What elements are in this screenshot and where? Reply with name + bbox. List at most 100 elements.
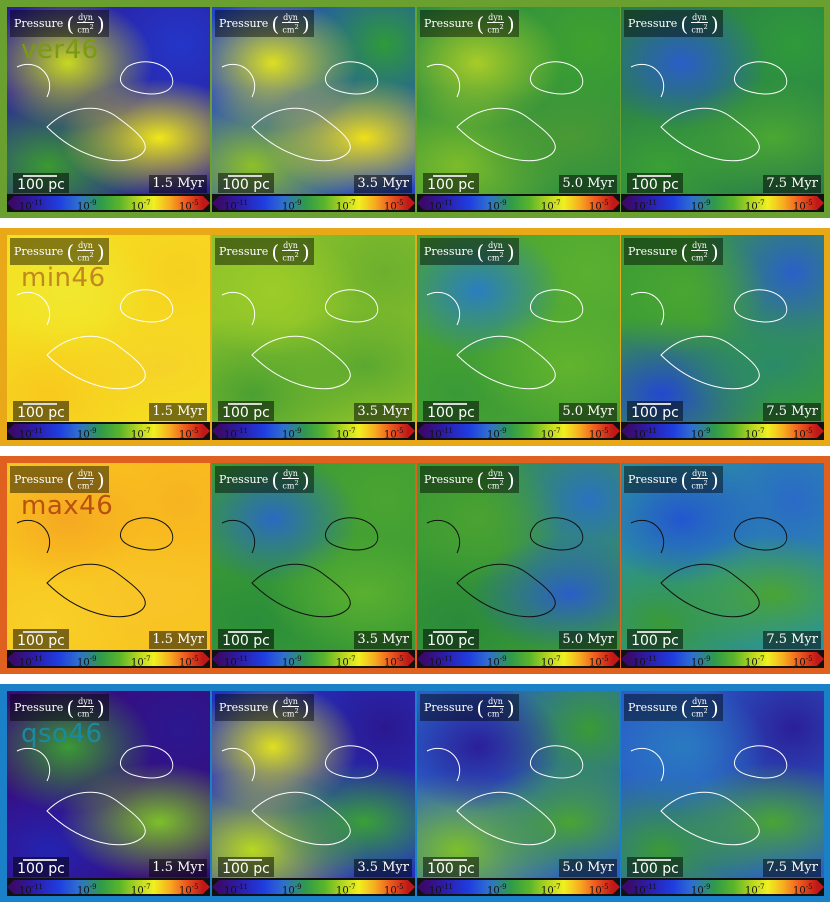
run-name: qso46 [21,719,103,749]
contour-2 [324,61,379,95]
colorbar: 10-11 10-9 10-7 10-5 [7,194,210,212]
contour-lines [630,289,788,390]
pressure-label: Pressure(dyn cm2) [215,694,314,721]
colorbar-high-arrow [408,424,415,438]
pressure-title: Pressure [424,245,474,258]
time-label: 7.5 Myr [763,403,821,421]
colorbar-tick: 10-5 [179,652,199,668]
colorbar-tick-exponent: -9 [294,655,302,663]
colorbar-tick-base: 10 [77,201,90,212]
paren-close: ) [506,467,515,492]
contour-2 [119,517,174,551]
colorbar-tick: 10-7 [336,652,356,668]
pressure-label: Pressure(dyn cm2) [10,238,109,265]
colorbar-gradient [424,652,613,666]
colorbar-low-arrow [621,880,628,894]
colorbar-tick: 10-7 [131,880,151,896]
colorbar-gradient [628,196,817,210]
paren-open: ( [680,11,689,36]
row-ver46: Pressure(dyn cm2) ver46 100 pc 1.5 Myr 10-11 1… [0,0,830,218]
colorbar-tick-exponent: -5 [601,655,609,663]
colorbar-high-arrow [203,652,210,666]
scale-bar: 100 pc [218,173,274,193]
pressure-field [417,463,620,650]
colorbar-tick-base: 10 [77,657,90,668]
colorbar-tick: 10-5 [793,652,813,668]
contour-lines [16,517,174,618]
contour-2 [324,517,379,551]
unit-denominator-base: cm [487,481,500,491]
colorbar-tick: 10-11 [224,652,248,668]
colorbar-tick: 10-11 [429,196,453,212]
unit-fraction: dyn cm2 [77,13,94,34]
colorbar-tick-exponent: -9 [703,427,711,435]
unit-denominator-exponent: 2 [294,706,299,715]
unit-fraction: dyn cm2 [487,697,504,718]
colorbar-tick: 10-5 [384,424,404,440]
colorbar-tick-base: 10 [633,429,646,440]
pressure-field [212,235,415,422]
run-name: max46 [21,491,114,521]
paren-open: ( [271,11,280,36]
colorbar-high-arrow [203,880,210,894]
colorbar-tick-exponent: -11 [31,427,44,435]
colorbar-tick: 10-9 [282,424,302,440]
scale-bar-line [433,859,467,861]
pressure-title: Pressure [14,17,64,30]
colorbar-tick: 10-11 [633,652,657,668]
colorbar-tick-exponent: -5 [805,883,813,891]
unit-denominator-exponent: 2 [89,250,94,259]
unit-denominator-base: cm [282,253,295,263]
colorbar-tick: 10-11 [19,652,43,668]
colorbar-tick: 10-5 [589,880,609,896]
scale-bar-label: 100 pc [631,177,679,193]
unit-fraction: dyn cm2 [77,469,94,490]
time-label: 3.5 Myr [354,859,412,877]
colorbar-gradient [14,424,203,438]
colorbar-tick: 10-7 [131,196,151,212]
colorbar-tick: 10-11 [429,424,453,440]
colorbar-tick-base: 10 [336,885,349,896]
colorbar-tick-exponent: -9 [703,199,711,207]
colorbar-tick-base: 10 [384,885,397,896]
contour-2 [529,517,584,551]
colorbar-tick: 10-7 [541,880,561,896]
contour-1 [46,791,146,846]
pressure-field [417,235,620,422]
colorbar-tick-exponent: -5 [191,655,199,663]
contour-lines [426,517,584,618]
scale-bar-label: 100 pc [427,633,475,649]
panel-ver46-2: Pressure(dyn cm2) 100 pc 3.5 Myr 10-11 10-9 10… [212,7,415,212]
scale-bar-line [433,175,467,177]
unit-denominator-base: cm [691,709,704,719]
unit-numerator: dyn [282,696,299,707]
pressure-title: Pressure [628,245,678,258]
colorbar: 10-11 10-9 10-7 10-5 [7,650,210,668]
colorbar-gradient [424,196,613,210]
colorbar-high-arrow [613,196,620,210]
colorbar-tick-exponent: -9 [499,199,507,207]
contour-lines [221,289,379,390]
unit-numerator: dyn [77,696,94,707]
colorbar-tick: 10-9 [487,196,507,212]
colorbar-tick: 10-7 [745,880,765,896]
panel-min46-2: Pressure(dyn cm2) 100 pc 3.5 Myr 10-11 10-9 10… [212,235,415,440]
colorbar-high-arrow [613,424,620,438]
panel-ver46-4: Pressure(dyn cm2) 100 pc 7.5 Myr 10-11 10-9 10… [621,7,824,212]
colorbar-tick: 10-7 [745,652,765,668]
colorbar-tick-exponent: -7 [757,883,765,891]
colorbar-low-arrow [212,652,219,666]
scale-bar: 100 pc [13,401,69,421]
scale-bar: 100 pc [627,401,683,421]
pressure-field [212,463,415,650]
paren-open: ( [476,11,485,36]
contour-lines [426,745,584,846]
colorbar-low-arrow [7,196,14,210]
contour-3 [630,747,665,782]
unit-denominator: cm2 [282,479,298,491]
colorbar-tick-base: 10 [336,657,349,668]
contour-1 [660,107,760,162]
scale-bar-line [23,175,57,177]
contour-lines [16,61,174,162]
colorbar-high-arrow [408,196,415,210]
